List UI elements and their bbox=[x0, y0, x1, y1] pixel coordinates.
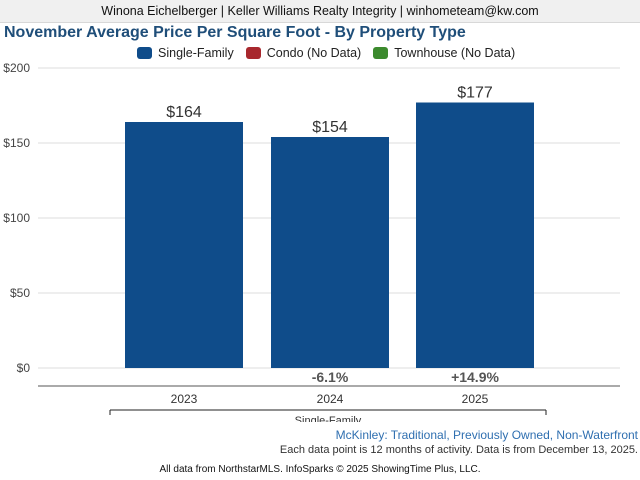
bar bbox=[271, 137, 389, 368]
x-tick-label: 2023 bbox=[171, 392, 198, 406]
legend-swatch-single-family bbox=[137, 47, 152, 59]
y-tick-label: $100 bbox=[3, 211, 30, 225]
group-label: Single-Family bbox=[295, 415, 362, 422]
bar-value-label: $154 bbox=[312, 119, 348, 136]
y-tick-label: $200 bbox=[3, 62, 30, 75]
y-tick-label: $0 bbox=[17, 361, 31, 375]
x-tick-label: 2025 bbox=[462, 392, 489, 406]
legend-label-single-family: Single-Family bbox=[158, 46, 234, 60]
bar bbox=[125, 122, 243, 368]
agent-header: Winona Eichelberger | Keller Williams Re… bbox=[0, 0, 640, 23]
chart-legend: Single-Family Condo (No Data) Townhouse … bbox=[137, 46, 527, 60]
footer-credit: All data from NorthstarMLS. InfoSparks ©… bbox=[159, 464, 481, 475]
chart-title: November Average Price Per Square Foot -… bbox=[4, 24, 466, 41]
region-filter-text: McKinley: Traditional, Previously Owned,… bbox=[335, 428, 638, 442]
data-note: Each data point is 12 months of activity… bbox=[279, 444, 638, 456]
legend-label-condo: Condo (No Data) bbox=[266, 46, 362, 60]
x-tick-label: 2024 bbox=[317, 392, 344, 406]
legend-item-townhouse[interactable]: Townhouse (No Data) bbox=[373, 46, 515, 60]
change-label: +14.9% bbox=[451, 369, 499, 385]
bar-value-label: $177 bbox=[457, 85, 493, 102]
legend-item-condo[interactable]: Condo (No Data) bbox=[245, 46, 362, 60]
bar-value-label: $164 bbox=[166, 104, 202, 121]
bar-chart: $0 $50 $100 $150 $200 $164 $154 $177 -6.1% +14.9%… bbox=[3, 62, 620, 422]
change-label: -6.1% bbox=[312, 369, 349, 385]
legend-item-single-family[interactable]: Single-Family bbox=[137, 46, 234, 60]
legend-label-townhouse: Townhouse (No Data) bbox=[394, 46, 516, 60]
legend-swatch-townhouse bbox=[373, 47, 389, 59]
bar bbox=[416, 102, 534, 368]
y-tick-label: $150 bbox=[3, 136, 30, 150]
legend-swatch-condo bbox=[245, 47, 261, 59]
y-tick-label: $50 bbox=[10, 286, 30, 300]
